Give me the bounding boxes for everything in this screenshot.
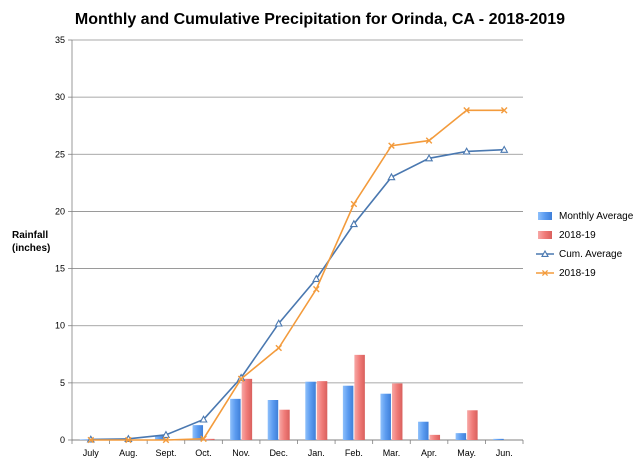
- x-marker-stroke: [275, 344, 283, 352]
- bar-2018-19: [279, 409, 290, 440]
- x-marker-stroke: [463, 106, 470, 114]
- point-x-marker: [200, 435, 207, 443]
- x-tick-label: Nov.: [232, 448, 250, 458]
- point-triangle-marker: [424, 153, 434, 162]
- y-axis-label-line1: Rainfall: [12, 230, 48, 241]
- x-axis-ticks: July Aug. Sept. Oct. Nov. Dec. Jan. Feb. Mar. Apr…: [83, 448, 513, 458]
- bar-monthly-average: [154, 436, 166, 440]
- bar-2018-19: [467, 410, 478, 440]
- legend-swatch: [538, 212, 552, 220]
- x-marker-stroke: [312, 285, 320, 293]
- legend-item-cum-average-2: Cum. Average: [536, 249, 623, 260]
- point-x-marker: [312, 285, 320, 293]
- x-marker-stroke: [425, 137, 433, 144]
- bar-2018-19: [429, 434, 441, 440]
- x-marker-stroke: [200, 435, 207, 443]
- x-tick-label: Aug.: [119, 448, 138, 458]
- bar-monthly-average: [230, 398, 241, 440]
- point-triangle-marker: [387, 172, 396, 181]
- bar-monthly-average: [493, 438, 504, 440]
- x-marker-stroke: [388, 142, 395, 150]
- bar-monthly-average: [305, 381, 316, 440]
- point-x-marker: [463, 106, 470, 114]
- x-tick-label: May.: [457, 448, 476, 458]
- bar-2018-19: [316, 381, 328, 440]
- point-x-marker: [350, 200, 358, 208]
- point-x-marker: [388, 142, 395, 150]
- x-tick-label: Sept.: [155, 448, 176, 458]
- legend-x-marker: [541, 269, 549, 277]
- y-tick-label: 15: [55, 264, 65, 274]
- point-x-marker: [237, 375, 245, 383]
- bar-monthly-average: [418, 421, 429, 440]
- y-tick-label: 0: [60, 435, 65, 445]
- x-tick-label: Jan.: [308, 448, 325, 458]
- point-triangle-marker: [312, 274, 321, 282]
- x-marker-stroke: [125, 436, 132, 444]
- legend-item-monthly-average-0: Monthly Average: [538, 211, 634, 222]
- legend-item-2018-19-3: 2018-19: [536, 268, 596, 279]
- y-tick-label: 30: [55, 92, 65, 102]
- x-marker-stroke: [237, 375, 245, 383]
- point-x-marker: [275, 344, 283, 352]
- x-tick-label: Dec.: [269, 448, 288, 458]
- legend-label: 2018-19: [559, 230, 596, 241]
- bar-2018-19: [241, 378, 253, 440]
- y-axis-label-line2: (inches): [12, 243, 50, 254]
- legend-label: Monthly Average: [559, 211, 634, 222]
- legend-swatch: [538, 231, 552, 239]
- bar-2018-19: [391, 383, 403, 440]
- bar-monthly-average: [267, 400, 279, 440]
- y-tick-label: 10: [55, 321, 65, 331]
- point-triangle-marker: [199, 415, 208, 423]
- y-tick-label: 5: [60, 378, 65, 388]
- x-tick-label: July: [83, 448, 100, 458]
- x-tick-label: Mar.: [383, 448, 401, 458]
- y-tick-label: 35: [55, 35, 65, 45]
- gridlines: [68, 39, 524, 444]
- x-marker-stroke: [500, 106, 508, 114]
- x-tick-label: Oct.: [195, 448, 212, 458]
- x-marker-stroke: [87, 436, 95, 444]
- bar-monthly-average: [342, 385, 354, 440]
- line-2018-19-cum: [90, 109, 505, 441]
- point-triangle-marker: [349, 219, 359, 228]
- point-triangle-marker: [462, 147, 471, 155]
- bar-monthly-average: [380, 393, 391, 440]
- bar-2018-19: [354, 354, 365, 440]
- x-tick-label: Apr.: [421, 448, 437, 458]
- point-x-marker: [162, 436, 170, 444]
- y-tick-label: 25: [55, 149, 65, 159]
- x-marker-stroke: [162, 436, 170, 444]
- bars: [79, 354, 504, 440]
- line-cum-average: [90, 148, 505, 441]
- y-tick-label: 20: [55, 206, 65, 216]
- point-x-marker: [125, 436, 132, 444]
- point-triangle-marker: [274, 319, 283, 327]
- point-triangle-marker: [500, 145, 509, 153]
- point-x-marker: [87, 436, 95, 444]
- point-x-marker: [425, 137, 433, 144]
- legend: Monthly Average 2018-19 Cum. Average 2018-1…: [536, 211, 634, 279]
- legend-label: 2018-19: [559, 268, 596, 279]
- legend-triangle-marker: [541, 249, 549, 257]
- x-tick-label: Jun.: [496, 448, 513, 458]
- bar-monthly-average: [455, 433, 467, 440]
- point-x-marker: [500, 106, 508, 114]
- x-tick-label: Feb.: [345, 448, 363, 458]
- legend-item-2018-19-1: 2018-19: [538, 230, 596, 241]
- point-triangle-marker: [161, 430, 171, 438]
- bar-monthly-average: [79, 439, 91, 440]
- legend-label: Cum. Average: [559, 249, 623, 260]
- y-axis-ticks: 0 5 10 15 20 25 30 35: [55, 35, 65, 445]
- bar-2018-19: [204, 438, 215, 440]
- chart-title: Monthly and Cumulative Precipitation for…: [75, 11, 565, 28]
- bar-monthly-average: [192, 425, 204, 440]
- x-marker-stroke: [350, 200, 358, 208]
- lines: [86, 106, 509, 444]
